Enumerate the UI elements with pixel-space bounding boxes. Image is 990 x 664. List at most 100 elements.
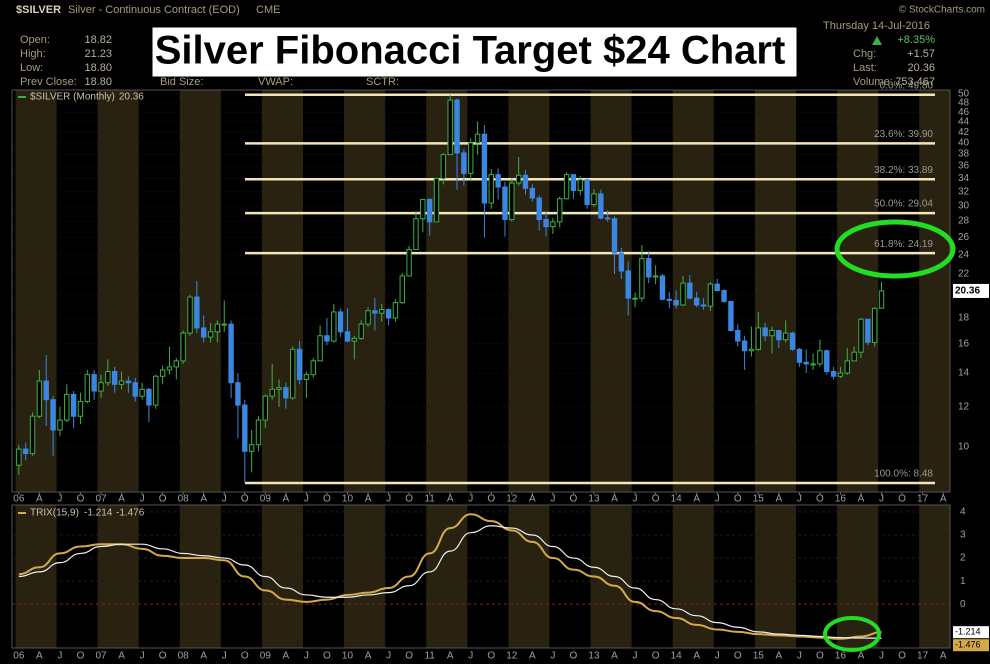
candle-body (693, 297, 700, 306)
candle-body (625, 270, 631, 299)
period-band (508, 505, 550, 648)
candle-body (474, 133, 481, 144)
candle-body (303, 374, 310, 380)
candle-body (372, 310, 378, 314)
y-tick-label: 0 (960, 599, 966, 610)
candle-body (248, 444, 255, 452)
candle-body (659, 275, 666, 300)
candle-body (351, 337, 358, 342)
candle-body (283, 387, 289, 399)
legend-signal-value: -1.476 (116, 508, 145, 519)
candle-body (844, 360, 850, 374)
candle-body (673, 299, 679, 306)
candle-body (180, 332, 186, 362)
candle-body (413, 218, 419, 250)
candle-body (632, 297, 638, 300)
candle-body (146, 388, 152, 406)
y-tick-label: 22 (958, 269, 970, 280)
x-tick-label: A (611, 494, 618, 505)
x-tick-label: 07 (95, 651, 107, 662)
candle-body (159, 369, 166, 377)
x-tick-label: O (898, 494, 906, 505)
x-tick-label: O (570, 651, 578, 662)
change-label: Chg: (853, 48, 876, 60)
x-tick-label: O (652, 494, 660, 505)
candle-body (721, 290, 727, 303)
annotation-circle (834, 219, 956, 279)
candle-body (317, 335, 323, 362)
period-band (344, 90, 386, 492)
last-value-label: -1.214 (955, 627, 981, 637)
plot-layer: 1012141618202224262830323436384042444648… (12, 80, 989, 662)
candle-body (344, 331, 351, 342)
fib-label: 38.2%: 33.89 (874, 165, 933, 176)
last-value-box (953, 639, 989, 652)
candle-body (29, 415, 36, 455)
trix-line (18, 513, 882, 640)
last-price-label: 20.36 (955, 286, 980, 297)
period-band (426, 505, 468, 648)
candle-body (536, 197, 542, 221)
x-tick-label: 08 (178, 651, 190, 662)
x-tick-label: 11 (424, 494, 435, 505)
fib-label: 100.0%: 8.48 (874, 469, 933, 480)
last-label: Last: (853, 62, 877, 74)
x-tick-label: 13 (588, 651, 600, 662)
x-tick-label: O (405, 651, 413, 662)
last-value-label: -1.476 (955, 640, 981, 650)
candle-body (769, 329, 775, 337)
candle-body (707, 283, 714, 307)
x-tick-label: 16 (835, 651, 847, 662)
candle-body (824, 350, 830, 373)
candle-body (406, 248, 412, 277)
x-tick-label: A (200, 651, 207, 662)
prev-close-label: Prev Close: (20, 76, 77, 88)
period-bands (15, 90, 950, 648)
candle-body (522, 174, 529, 189)
period-band (97, 505, 139, 648)
y-tick-label: 36 (958, 161, 970, 172)
candle-body (468, 142, 474, 174)
candle-body (570, 174, 577, 191)
x-tick-label: O (405, 494, 413, 505)
x-tick-label: O (816, 494, 824, 505)
y-tick-label: 42 (958, 127, 970, 138)
x-tick-label: A (118, 651, 125, 662)
candle-body (646, 258, 652, 278)
x-tick-label: J (140, 494, 145, 505)
y-tick-label: 16 (958, 338, 970, 349)
period-band (754, 90, 796, 492)
x-tick-label: 17 (917, 494, 929, 505)
candle-body (84, 374, 91, 402)
x-tick-label: O (816, 651, 824, 662)
x-tick-label: O (323, 494, 331, 505)
x-tick-label: A (693, 494, 700, 505)
x-tick-label: A (447, 651, 454, 662)
fib-label: 61.8%: 24.19 (874, 239, 933, 250)
candle-body (296, 348, 303, 380)
sctr-label: SCTR: (366, 76, 399, 88)
high-value: 21.23 (84, 48, 112, 60)
period-band (179, 505, 221, 648)
period-band (426, 90, 468, 492)
x-tick-label: J (57, 651, 62, 662)
candle-body (242, 404, 248, 452)
open-value: 18.82 (84, 34, 112, 46)
x-tick-label: 14 (671, 494, 683, 505)
candle-body (639, 258, 645, 299)
up-arrow (872, 36, 882, 45)
candle-body (426, 198, 433, 223)
candle-body (748, 348, 755, 352)
candle-body (865, 318, 871, 343)
candle-body (36, 380, 43, 417)
candle-body (194, 296, 200, 329)
candle-body (43, 380, 49, 401)
candle-body (379, 309, 385, 314)
x-tick-label: O (77, 494, 85, 505)
y-tick-label: 12 (958, 402, 970, 413)
candle-body (365, 310, 371, 325)
period-band (590, 90, 632, 492)
candle-body (77, 400, 84, 417)
candle-body (358, 323, 364, 339)
